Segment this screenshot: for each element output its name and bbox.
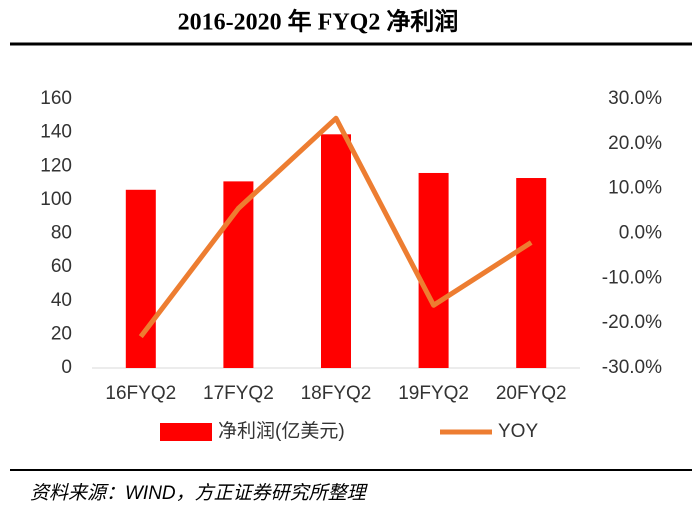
y-tick-label: 160 [40, 88, 72, 109]
y-tick-label: 40 [51, 290, 72, 311]
y-tick-label: 100 [40, 189, 72, 210]
x-tick-label: 18FYQ2 [301, 383, 372, 404]
x-tick-label: 17FYQ2 [203, 383, 274, 404]
y-tick-label: 20 [51, 323, 72, 344]
chart-title: 2016-2020 年 FYQ2 净利润 [178, 8, 459, 36]
y-tick-label: 60 [51, 256, 72, 277]
y2-tick-label: 0.0% [619, 223, 662, 244]
bar [516, 178, 547, 368]
y-tick-label: 0 [61, 357, 72, 378]
bar [125, 189, 156, 368]
y2-tick-label: 30.0% [608, 88, 662, 109]
bar [418, 172, 449, 368]
bar [321, 134, 351, 368]
legend-label: YOY [498, 421, 538, 442]
y-tick-label: 140 [40, 122, 72, 143]
y-tick-label: 120 [40, 155, 72, 176]
y2-tick-label: -10.0% [602, 267, 662, 288]
x-tick-label: 20FYQ2 [496, 383, 567, 404]
y-tick-label: 80 [51, 223, 72, 244]
x-tick-label: 16FYQ2 [105, 383, 176, 404]
legend-label: 净利润(亿美元) [218, 420, 345, 442]
y2-tick-label: 20.0% [608, 133, 662, 154]
legend-swatch [160, 423, 212, 441]
y2-tick-label: 10.0% [608, 178, 662, 199]
y2-tick-label: -20.0% [602, 312, 662, 333]
source-note: 资料来源：WIND，方正证券研究所整理 [30, 482, 369, 504]
x-tick-label: 19FYQ2 [398, 383, 469, 404]
y2-tick-label: -30.0% [602, 357, 662, 378]
line-series [138, 115, 533, 339]
